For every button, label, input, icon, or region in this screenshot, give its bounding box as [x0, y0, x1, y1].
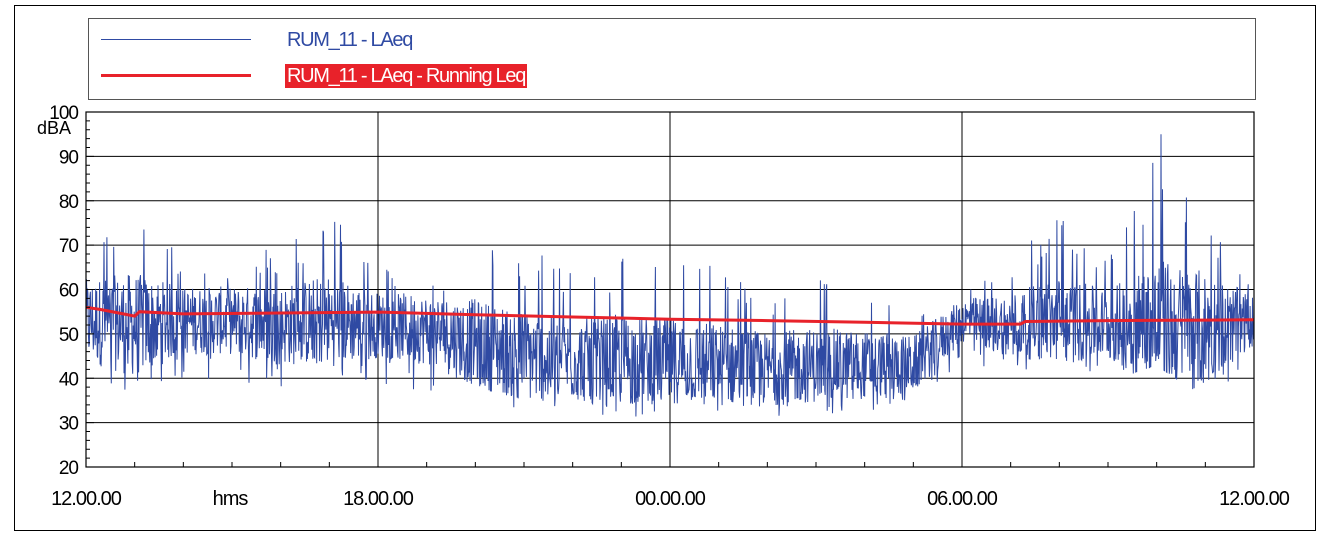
y-tick-label: 50 — [59, 325, 79, 346]
series-laeq-line — [85, 134, 1255, 417]
series-running-leq — [85, 305, 1255, 326]
x-tick-label: 12.00.00 — [1219, 488, 1290, 510]
x-axis-label: hms — [213, 488, 249, 510]
y-tick-label: 30 — [59, 414, 79, 435]
legend-swatch-laeq — [101, 39, 251, 40]
x-tick-label: 06.00.00 — [927, 488, 998, 510]
plot-area-border — [85, 111, 1255, 468]
y-axis-label: dBA — [37, 118, 71, 138]
legend-item-running-leq: RUM_11 - LAeq - Running Leq — [89, 61, 1255, 91]
y-tick-label: 20 — [59, 458, 79, 479]
chart-frame — [14, 5, 1316, 531]
y-tick-label: 80 — [59, 192, 79, 213]
y-tick-label: 60 — [59, 281, 79, 302]
x-tick-label: 18.00.00 — [343, 488, 414, 510]
x-tick-label: 12.00.00 — [51, 488, 122, 510]
legend: RUM_11 - LAeq RUM_11 - LAeq - Running Le… — [88, 18, 1256, 100]
legend-label-laeq: RUM_11 - LAeq — [287, 29, 413, 51]
y-tick-label: 100 — [49, 103, 78, 124]
series-running-leq-line — [85, 305, 1255, 326]
x-tick-label: 00.00.00 — [635, 488, 706, 510]
y-tick-label: 40 — [59, 369, 79, 390]
series-laeq — [85, 134, 1255, 417]
grid-lines — [86, 112, 1254, 467]
y-tick-label: 70 — [59, 236, 79, 257]
y-tick-label: 90 — [59, 147, 79, 168]
legend-item-laeq: RUM_11 - LAeq — [89, 25, 1255, 55]
legend-label-running-leq: RUM_11 - LAeq - Running Leq — [285, 64, 528, 88]
legend-swatch-running-leq — [101, 74, 251, 77]
axes: 20 30 40 50 60 70 80 90 100 12.00.00 18.00.00 00.00… — [49, 103, 1291, 510]
